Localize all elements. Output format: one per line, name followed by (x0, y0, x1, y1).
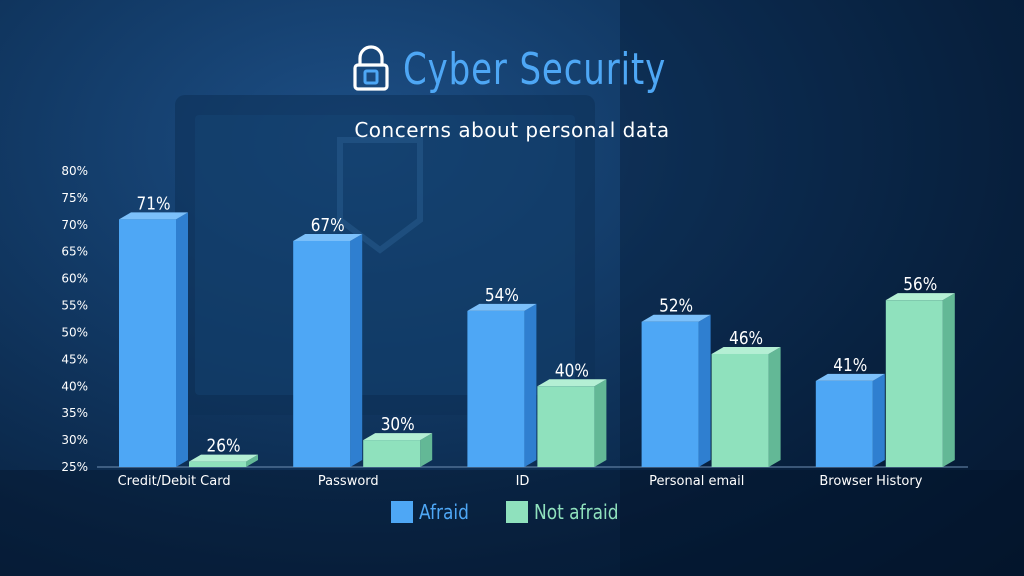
bar-side-afraid (872, 373, 885, 467)
bar-top-not-afraid (189, 454, 258, 462)
y-tick-label: 30% (61, 433, 88, 447)
data-label-afraid: 52% (659, 294, 693, 316)
bar-top-afraid (641, 314, 711, 322)
data-label-not-afraid: 30% (381, 413, 415, 435)
padlock-icon (351, 44, 391, 95)
bar-side-not-afraid (942, 293, 955, 467)
data-label-not-afraid: 26% (207, 434, 241, 456)
bar-afraid (815, 380, 873, 467)
bar-top-afraid (815, 373, 885, 381)
bar-side-afraid (176, 212, 188, 467)
bar-top-afraid (119, 212, 188, 220)
y-tick-label: 45% (61, 352, 88, 366)
y-tick-label: 60% (61, 272, 88, 286)
y-tick-label: 50% (61, 325, 88, 339)
x-category-label: Browser History (819, 474, 922, 489)
x-category-label: ID (516, 474, 530, 489)
y-tick-label: 75% (61, 191, 88, 205)
data-label-afraid: 54% (485, 284, 519, 306)
y-tick-label: 40% (61, 379, 88, 393)
bar-top-not-afraid (711, 346, 781, 354)
data-label-not-afraid: 46% (729, 327, 763, 349)
chart-subtitle: Concerns about personal data (354, 118, 670, 142)
bar-side-afraid (524, 303, 537, 467)
bar-side-not-afraid (246, 454, 258, 467)
bar-side-not-afraid (594, 379, 607, 467)
data-label-afraid: 71% (137, 192, 171, 214)
bar-not-afraid (711, 353, 769, 467)
bar-top-not-afraid (885, 293, 955, 301)
y-tick-label: 35% (61, 406, 88, 420)
bar-top-afraid (293, 233, 363, 241)
x-category-label: Credit/Debit Card (118, 474, 231, 489)
bar-afraid (119, 219, 176, 467)
bar-side-not-afraid (420, 433, 433, 467)
bar-side-afraid (350, 233, 363, 467)
legend-item-afraid: Afraid (390, 500, 478, 524)
bar-side-not-afraid (768, 346, 781, 467)
y-tick-label: 70% (61, 218, 88, 232)
bar-top-not-afraid (537, 379, 607, 387)
legend-label-afraid: Afraid (418, 500, 469, 524)
bar-top-afraid (467, 303, 537, 311)
data-label-not-afraid: 56% (903, 273, 937, 295)
title-row: Cyber Security (0, 44, 1024, 95)
legend-swatch-afraid (390, 501, 413, 523)
bar-afraid (641, 321, 699, 467)
data-label-afraid: 67% (311, 214, 345, 236)
x-category-label: Password (318, 474, 379, 489)
data-label-afraid: 41% (833, 354, 867, 376)
legend-label-not-afraid: Not afraid (533, 500, 619, 524)
bar-side-afraid (698, 314, 711, 467)
x-category-label: Personal email (649, 474, 744, 489)
y-tick-label: 55% (61, 299, 88, 313)
bar-not-afraid (537, 386, 595, 467)
bar-afraid (293, 240, 351, 467)
bar-afraid (467, 310, 525, 467)
bar-not-afraid (885, 300, 943, 467)
bar-top-not-afraid (363, 433, 433, 441)
data-label-not-afraid: 40% (555, 359, 589, 381)
y-tick-label: 25% (61, 460, 88, 474)
bar-not-afraid (189, 461, 246, 467)
chart-legend: Afraid Not afraid (0, 500, 1024, 524)
y-tick-label: 80% (61, 164, 88, 178)
page-title: Cyber Security (403, 44, 667, 95)
y-tick-label: 65% (61, 245, 88, 259)
bar-not-afraid (363, 440, 421, 467)
legend-swatch-not-afraid (505, 501, 528, 523)
legend-item-not-afraid: Not afraid (505, 500, 633, 524)
